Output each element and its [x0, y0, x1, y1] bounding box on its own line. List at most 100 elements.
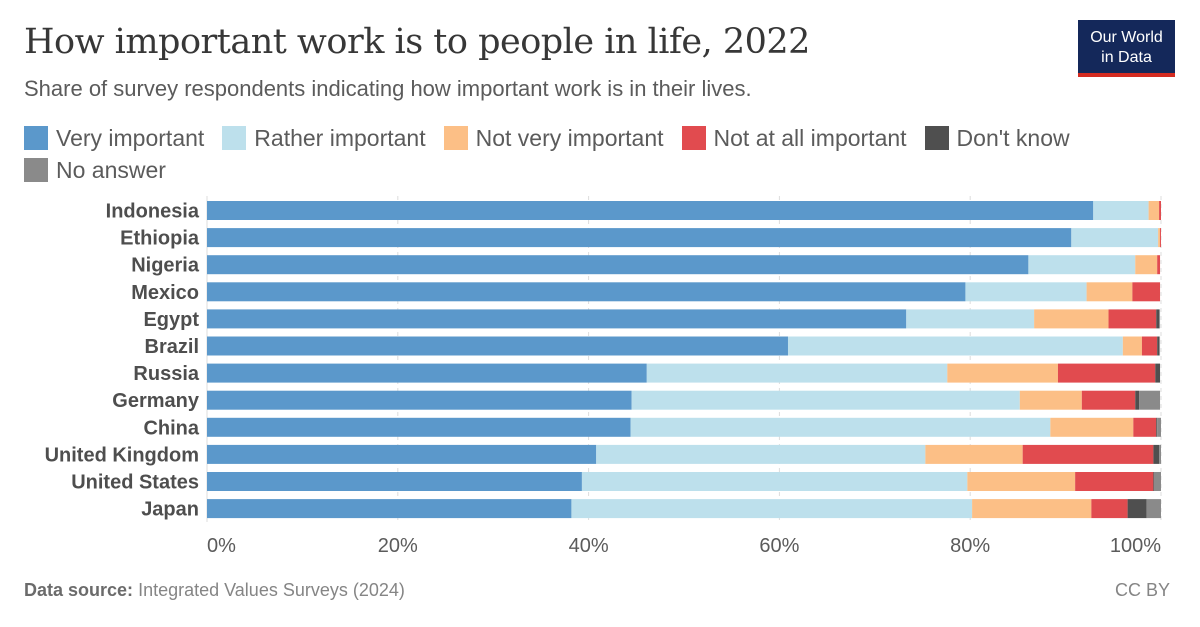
- bar-segment[interactable]: [1019, 390, 1082, 410]
- bar-segment[interactable]: [596, 444, 926, 464]
- legend-label: Rather important: [254, 124, 426, 151]
- bar-segment[interactable]: [207, 228, 1072, 248]
- legend-swatch: [24, 158, 48, 182]
- bar-segment[interactable]: [906, 309, 1035, 329]
- data-source-text: Integrated Values Surveys (2024): [138, 580, 405, 600]
- bar-segment[interactable]: [1159, 309, 1161, 329]
- category-label: Egypt: [143, 309, 199, 331]
- bar-segment[interactable]: [1127, 499, 1147, 519]
- data-source: Data source: Integrated Values Surveys (…: [24, 580, 405, 601]
- bar-segment[interactable]: [1057, 363, 1156, 383]
- x-tick-label: 60%: [759, 535, 799, 557]
- bar-segment[interactable]: [207, 417, 631, 437]
- category-label: United Kingdom: [45, 444, 199, 466]
- bar-segment[interactable]: [207, 201, 1094, 220]
- legend-item[interactable]: Not very important: [443, 125, 664, 152]
- bar-segment[interactable]: [1159, 336, 1161, 356]
- bar-segment[interactable]: [207, 499, 572, 519]
- legend-swatch: [443, 126, 468, 150]
- category-label: Indonesia: [106, 201, 200, 223]
- bar-segment[interactable]: [207, 336, 788, 356]
- bar-segment[interactable]: [581, 472, 968, 491]
- x-tick-label: 40%: [569, 535, 609, 557]
- legend-swatch: [24, 126, 48, 150]
- bar-segment[interactable]: [1071, 228, 1159, 248]
- bar-segment[interactable]: [1155, 363, 1161, 383]
- logo-line-1: Our World: [1090, 29, 1163, 46]
- bar-segment[interactable]: [1132, 282, 1161, 302]
- bar-segment[interactable]: [1091, 499, 1128, 519]
- bar-segment[interactable]: [646, 363, 948, 383]
- bar-segment[interactable]: [631, 390, 1020, 410]
- legend-item[interactable]: Very important: [24, 125, 204, 152]
- x-tick-label: 80%: [950, 535, 990, 557]
- bar-segment[interactable]: [1081, 390, 1136, 410]
- bar-segment[interactable]: [967, 472, 1076, 491]
- legend-swatch: [222, 126, 247, 150]
- bar-segment[interactable]: [207, 472, 582, 491]
- bar-segment[interactable]: [925, 444, 1023, 464]
- category-label: Nigeria: [131, 255, 200, 277]
- bar-segment[interactable]: [1154, 472, 1161, 491]
- legend-label: Very important: [56, 124, 205, 151]
- bar-segment[interactable]: [1157, 417, 1161, 437]
- x-tick-label: 100%: [1110, 535, 1161, 557]
- bar-segment[interactable]: [1156, 309, 1160, 329]
- owid-logo[interactable]: Our World in Data: [1078, 20, 1175, 77]
- bar-segment[interactable]: [947, 363, 1058, 383]
- category-label: United States: [71, 472, 199, 494]
- bar-segment[interactable]: [1153, 444, 1160, 464]
- bar-segment[interactable]: [972, 499, 1092, 519]
- bar-segment[interactable]: [1153, 472, 1155, 491]
- bar-segment[interactable]: [207, 255, 1029, 275]
- category-label: Russia: [133, 363, 199, 385]
- bar-segment[interactable]: [1158, 228, 1161, 248]
- bar-segment[interactable]: [207, 363, 647, 383]
- bar-segment[interactable]: [207, 390, 632, 410]
- bar-segment[interactable]: [1146, 499, 1161, 519]
- bar-segment[interactable]: [207, 309, 907, 329]
- bar-segment[interactable]: [965, 282, 1087, 302]
- bar-segment[interactable]: [1159, 444, 1161, 464]
- bar-segment[interactable]: [1108, 309, 1157, 329]
- legend-item[interactable]: Rather important: [222, 124, 426, 152]
- legend-label: Don't know: [956, 124, 1070, 151]
- bar-segment[interactable]: [1093, 201, 1149, 220]
- bar-segment[interactable]: [630, 417, 1051, 437]
- bar-segment[interactable]: [1157, 336, 1160, 356]
- legend-item[interactable]: Not at all important: [681, 124, 907, 152]
- legend-item[interactable]: No answer: [24, 157, 166, 184]
- x-tick-label: 0%: [207, 535, 236, 557]
- bar-segment[interactable]: [1135, 390, 1140, 410]
- category-label: China: [143, 417, 199, 439]
- bar-segment[interactable]: [1122, 336, 1142, 356]
- bar-segment[interactable]: [1156, 417, 1158, 437]
- category-label: Ethiopia: [120, 228, 200, 250]
- bar-segment[interactable]: [1157, 255, 1161, 275]
- bar-segment[interactable]: [1133, 417, 1157, 437]
- bar-segment[interactable]: [207, 282, 966, 302]
- legend-swatch: [681, 126, 706, 150]
- bar-segment[interactable]: [1139, 390, 1161, 410]
- bar-segment[interactable]: [1034, 309, 1109, 329]
- bar-segment[interactable]: [1022, 444, 1154, 464]
- bar-segment[interactable]: [207, 444, 597, 464]
- bar-segment[interactable]: [1086, 282, 1133, 302]
- bar-segment[interactable]: [1075, 472, 1154, 491]
- x-tick-label: 20%: [378, 535, 418, 557]
- chart-subtitle: Share of survey respondents indicating h…: [24, 76, 752, 101]
- bar-segment[interactable]: [1160, 228, 1161, 248]
- bar-segment[interactable]: [1159, 201, 1161, 220]
- legend-label: Not at all important: [713, 124, 907, 151]
- bar-segment[interactable]: [571, 499, 973, 519]
- bar-segment[interactable]: [1028, 255, 1136, 275]
- bar-segment[interactable]: [1050, 417, 1134, 437]
- legend-row: No answer: [24, 154, 1174, 186]
- legend-item[interactable]: Don't know: [924, 124, 1070, 152]
- bar-segment[interactable]: [787, 336, 1123, 356]
- bar-segment[interactable]: [1148, 201, 1160, 220]
- license-label[interactable]: CC BY: [1114, 580, 1170, 600]
- bar-segment[interactable]: [1141, 336, 1158, 356]
- bar-segment[interactable]: [1135, 255, 1158, 275]
